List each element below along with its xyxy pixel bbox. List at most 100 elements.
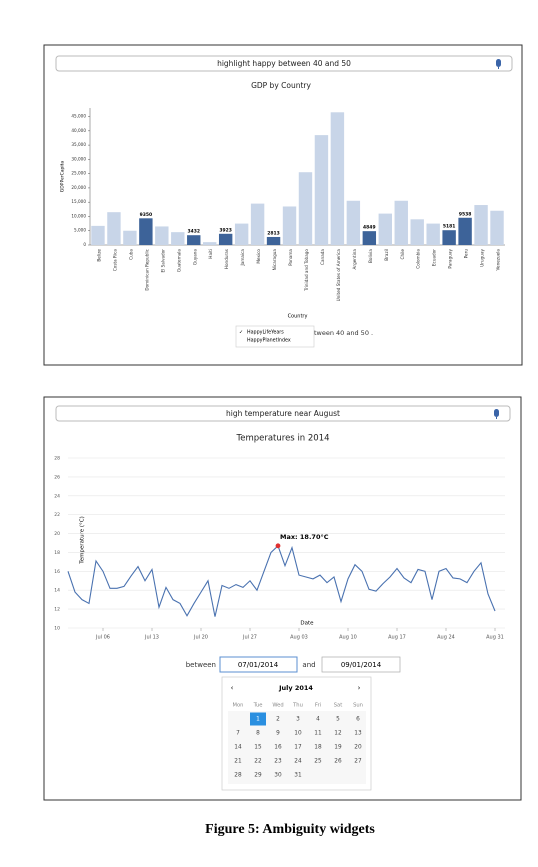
- bar: [426, 223, 440, 245]
- y-tick-label: 24: [54, 493, 60, 499]
- x-tick-label: United States of America: [336, 249, 341, 302]
- mic-icon[interactable]: [494, 409, 499, 417]
- data-label: 2813: [267, 230, 280, 236]
- y-tick-label: 30,000: [71, 156, 86, 161]
- date-input[interactable]: [321, 656, 401, 673]
- calendar-day[interactable]: 12: [334, 731, 342, 737]
- calendar-day[interactable]: 26: [334, 759, 342, 765]
- y-tick-label: 5,000: [74, 228, 86, 233]
- y-tick-label: 20: [54, 531, 60, 537]
- mic-icon[interactable]: [496, 59, 501, 67]
- annotation: Max: 18.70°C: [280, 533, 329, 541]
- calendar-day[interactable]: 1: [256, 717, 260, 723]
- calendar-next[interactable]: ›: [358, 684, 361, 692]
- calendar-day[interactable]: 6: [356, 717, 360, 723]
- calendar-day[interactable]: 30: [274, 773, 282, 779]
- calendar-day[interactable]: 19: [334, 745, 342, 751]
- calendar-day[interactable]: 14: [234, 745, 242, 751]
- y-tick-label: 10,000: [71, 213, 86, 218]
- x-tick-label: Belize: [96, 249, 101, 262]
- calendar-day[interactable]: 22: [254, 759, 262, 765]
- y-tick-label: 35,000: [71, 142, 86, 147]
- date-input[interactable]: [219, 656, 298, 673]
- bar: [234, 223, 249, 245]
- bar: [266, 236, 281, 245]
- weekday: Sun: [353, 703, 363, 709]
- calendar-day[interactable]: 5: [336, 717, 340, 723]
- caption: Figure 5: Ambiguity widgets: [205, 822, 375, 837]
- query-input[interactable]: [55, 405, 511, 422]
- dropdown-option[interactable]: HappyPlanetIndex: [247, 338, 291, 344]
- calendar-day[interactable]: 21: [234, 759, 242, 765]
- calendar-day[interactable]: 20: [354, 745, 362, 751]
- calendar-prev[interactable]: ‹: [231, 684, 234, 692]
- calendar-day[interactable]: 23: [274, 759, 282, 765]
- y-tick-label: 14: [54, 588, 60, 594]
- data-label: 5181: [443, 224, 456, 230]
- calendar-day[interactable]: 16: [274, 745, 282, 751]
- query-text: highlight happy between 40 and 50: [217, 59, 351, 68]
- calendar-day[interactable]: 15: [254, 745, 262, 751]
- x-tick-label: Cuba: [128, 249, 133, 260]
- calendar-day[interactable]: 4: [316, 717, 320, 723]
- bar: [298, 172, 313, 245]
- data-label: 9350: [140, 212, 153, 218]
- y-tick-label: 28: [54, 456, 60, 462]
- calendar-day[interactable]: 13: [354, 731, 362, 737]
- and-label: and: [302, 661, 315, 669]
- date-to: 09/01/2014: [341, 661, 382, 669]
- calendar-day[interactable]: 18: [314, 745, 322, 751]
- query-input[interactable]: [55, 55, 513, 72]
- y-axis-label: GDPPerCapita: [60, 161, 66, 193]
- calendar-day[interactable]: 25: [314, 759, 322, 765]
- bar: [187, 235, 201, 245]
- data-label: 9538: [459, 211, 472, 217]
- y-tick-label: 15,000: [71, 199, 86, 204]
- bar: [123, 230, 137, 245]
- x-tick-label: Nicaragua: [272, 249, 277, 271]
- y-tick-label: 22: [54, 512, 60, 518]
- bar: [458, 217, 472, 245]
- calendar-day[interactable]: 2: [276, 717, 280, 723]
- dropdown-check: ✓: [239, 330, 243, 336]
- calendar-day[interactable]: 9: [276, 731, 280, 737]
- x-tick-label: Costa Rica: [112, 249, 117, 272]
- x-tick-label: Peru: [464, 249, 469, 259]
- y-tick-label: 20,000: [71, 185, 86, 190]
- bar: [362, 231, 377, 245]
- dropdown-option[interactable]: HappyLifeYears: [247, 330, 284, 336]
- y-tick-label: 16: [54, 569, 60, 575]
- calendar-day[interactable]: 24: [294, 759, 302, 765]
- calendar-day[interactable]: 27: [354, 759, 362, 765]
- panel-border: [43, 44, 523, 366]
- bar: [171, 232, 185, 245]
- calendar-day[interactable]: 11: [314, 731, 322, 737]
- calendar-day[interactable]: 3: [296, 717, 300, 723]
- bar: [346, 200, 361, 245]
- weekday: Fri: [315, 703, 321, 709]
- calendar-day[interactable]: 28: [234, 773, 242, 779]
- calendar-day[interactable]: 8: [256, 731, 260, 737]
- max-point: [275, 543, 281, 549]
- y-tick-label: 26: [54, 474, 60, 480]
- x-tick-label: Jul 27: [242, 635, 257, 641]
- x-tick-label: Panama: [288, 249, 293, 266]
- data-label: 4849: [363, 225, 376, 231]
- calendar-day[interactable]: 7: [236, 731, 240, 737]
- calendar-day[interactable]: 31: [294, 773, 302, 779]
- bar: [250, 203, 265, 245]
- query-text: high temperature near August: [226, 409, 340, 418]
- y-tick-label: 18: [54, 550, 60, 556]
- dropdown[interactable]: [235, 325, 315, 348]
- x-tick-label: Aug 03: [290, 635, 308, 641]
- bar: [410, 219, 424, 245]
- bar: [394, 200, 408, 245]
- bar: [139, 218, 153, 245]
- calendar-day[interactable]: 17: [294, 745, 302, 751]
- y-tick-label: 25,000: [71, 171, 86, 176]
- x-tick-label: Canada: [320, 249, 325, 265]
- calendar-day[interactable]: 10: [294, 731, 302, 737]
- calendar-day[interactable]: 29: [254, 773, 262, 779]
- x-tick-label: Bolivia: [368, 249, 373, 263]
- x-tick-label: El Salvador: [160, 249, 165, 273]
